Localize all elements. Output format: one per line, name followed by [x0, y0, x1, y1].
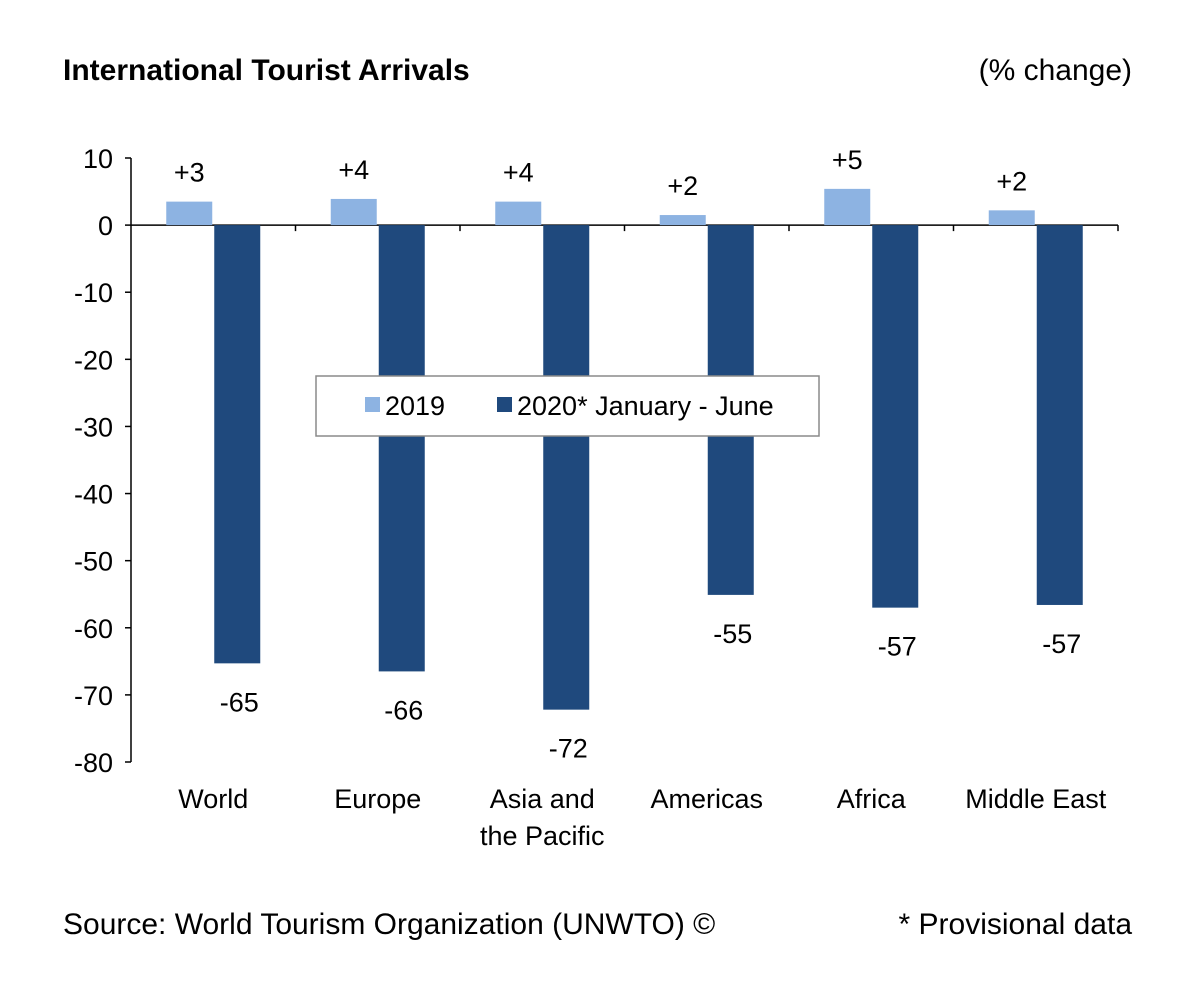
category-label: World [178, 784, 248, 814]
legend-label-2020: 2020* January - June [517, 391, 774, 421]
category-label: Americas [650, 784, 763, 814]
y-tick-label: -50 [74, 547, 113, 577]
bar-2020 [872, 225, 919, 608]
bar-2020 [1036, 225, 1083, 605]
y-tick-label: -40 [74, 480, 113, 510]
chart-title: International Tourist Arrivals [63, 54, 470, 87]
unit-label: (% change) [978, 54, 1132, 87]
data-label-2019: +2 [667, 171, 698, 201]
data-label-2019: +4 [338, 155, 369, 185]
data-label-2020: -55 [713, 619, 752, 649]
bar-2019 [166, 201, 213, 226]
bar-2020 [214, 225, 261, 664]
legend-label-2019: 2019 [385, 391, 445, 421]
bar-2020 [543, 225, 590, 710]
data-label-2019: +3 [174, 158, 205, 188]
data-label-2020: -57 [878, 632, 917, 662]
data-label-2020: -65 [220, 687, 259, 717]
bar-2020 [378, 225, 425, 672]
y-tick-label: 0 [98, 211, 113, 241]
legend-swatch-2019 [365, 397, 380, 412]
y-tick-label: 10 [83, 144, 113, 174]
y-tick-label: -70 [74, 681, 113, 711]
category-label: Europe [334, 784, 421, 814]
bar-2019 [659, 215, 706, 226]
y-tick-label: -30 [74, 412, 113, 442]
data-label-2020: -66 [384, 695, 423, 725]
y-tick-label: -80 [74, 748, 113, 778]
bar-2019 [988, 210, 1035, 226]
data-label-2019: +4 [503, 158, 534, 188]
legend-swatch-2020 [497, 397, 512, 412]
data-label-2019: +5 [832, 145, 863, 175]
legend-box [315, 375, 820, 437]
data-label-2020: -72 [549, 734, 588, 764]
bar-2019 [495, 201, 542, 226]
category-label: Middle East [965, 784, 1107, 814]
y-tick-label: -10 [74, 278, 113, 308]
category-label: Africa [837, 784, 907, 814]
y-tick-label: -20 [74, 345, 113, 375]
data-label-2020: -57 [1042, 629, 1081, 659]
source-note: Source: World Tourism Organization (UNWT… [63, 908, 716, 941]
provisional-note: * Provisional data [898, 908, 1132, 941]
category-label: the Pacific [480, 821, 605, 851]
category-label: Asia and [490, 784, 595, 814]
bar-2019 [330, 198, 377, 226]
y-tick-label: -60 [74, 614, 113, 644]
bar-2019 [824, 188, 871, 226]
data-label-2019: +2 [996, 166, 1027, 196]
